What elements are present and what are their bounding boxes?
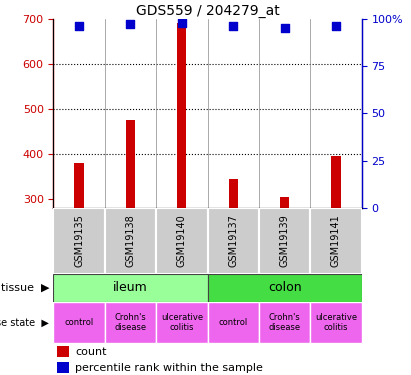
- Text: GSM19137: GSM19137: [228, 214, 238, 267]
- Text: GSM19140: GSM19140: [177, 214, 187, 267]
- Text: ulcerative
colitis: ulcerative colitis: [161, 313, 203, 332]
- Text: percentile rank within the sample: percentile rank within the sample: [75, 363, 263, 373]
- Point: [230, 23, 237, 29]
- Text: GSM19135: GSM19135: [74, 214, 84, 267]
- Text: colon: colon: [268, 281, 301, 294]
- Bar: [331, 156, 341, 208]
- Text: GSM19141: GSM19141: [331, 214, 341, 267]
- Text: control: control: [219, 318, 248, 327]
- Bar: [177, 23, 187, 208]
- Bar: [208, 208, 259, 274]
- Text: disease state  ▶: disease state ▶: [0, 318, 49, 327]
- Text: control: control: [65, 318, 94, 327]
- Text: GSM19139: GSM19139: [279, 214, 290, 267]
- Bar: [259, 208, 310, 274]
- Bar: [156, 302, 208, 343]
- Bar: [208, 274, 362, 302]
- Point: [127, 21, 134, 27]
- Bar: [57, 346, 69, 357]
- Text: Crohn's
disease: Crohn's disease: [268, 313, 301, 332]
- Point: [281, 25, 288, 31]
- Bar: [74, 163, 84, 208]
- Bar: [53, 302, 105, 343]
- Bar: [310, 208, 362, 274]
- Bar: [208, 302, 259, 343]
- Text: ulcerative
colitis: ulcerative colitis: [315, 313, 357, 332]
- Bar: [310, 302, 362, 343]
- Point: [333, 23, 339, 29]
- Point: [76, 23, 82, 29]
- Bar: [53, 208, 105, 274]
- Point: [178, 20, 185, 26]
- Bar: [57, 362, 69, 374]
- Text: tissue  ▶: tissue ▶: [1, 283, 49, 293]
- Bar: [259, 302, 310, 343]
- Bar: [229, 179, 238, 208]
- Text: Crohn's
disease: Crohn's disease: [114, 313, 147, 332]
- Text: GSM19138: GSM19138: [125, 214, 136, 267]
- Text: ileum: ileum: [113, 281, 148, 294]
- Bar: [156, 208, 208, 274]
- Title: GDS559 / 204279_at: GDS559 / 204279_at: [136, 4, 279, 18]
- Text: count: count: [75, 347, 106, 357]
- Bar: [126, 120, 135, 208]
- Bar: [105, 302, 156, 343]
- Bar: [105, 208, 156, 274]
- Bar: [53, 274, 208, 302]
- Bar: [280, 197, 289, 208]
